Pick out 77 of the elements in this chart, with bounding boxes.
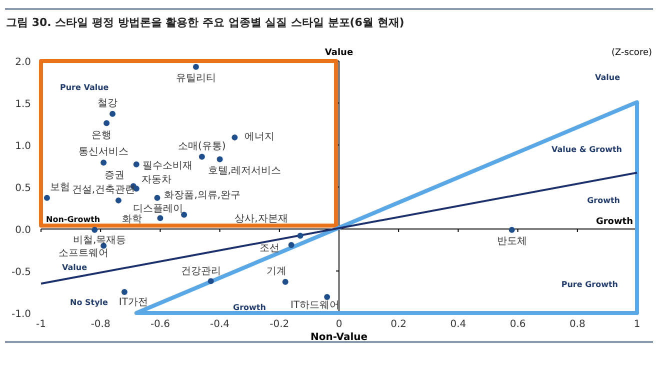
- annotation: Growth: [587, 196, 620, 205]
- x-tick-label: 0.2: [390, 319, 407, 330]
- annotation: 에너지: [244, 131, 275, 142]
- point: [216, 156, 223, 162]
- y-tick-label: 0.5: [15, 183, 31, 194]
- x-tick-label: -0.4: [210, 319, 230, 330]
- point: [44, 194, 50, 201]
- annotation: 철강: [98, 98, 118, 109]
- x-tick-label: 0.6: [510, 319, 526, 330]
- x-axis-title: Growth: [596, 217, 633, 227]
- annotation: 건설,건축관련: [72, 184, 136, 196]
- point: [208, 278, 214, 284]
- annotation: 디스플레이: [133, 204, 184, 215]
- point: [115, 197, 122, 204]
- point: [181, 212, 188, 218]
- annotation: 비철,목재등: [73, 234, 126, 246]
- annotation: IT하드웨어: [290, 300, 340, 312]
- annotation: 소프트웨어: [58, 248, 109, 259]
- x-tick-label: 0.8: [569, 319, 586, 330]
- chart-title: 그림 30. 스타일 평정 방법론을 활용한 주요 업종별 실질 스타일 분포(6월 현재): [6, 16, 404, 29]
- annotation: 기계: [266, 266, 286, 277]
- annotation: 증권: [104, 170, 124, 182]
- point: [92, 226, 98, 233]
- annotation: 자동차: [141, 174, 172, 186]
- annotation: Value: [594, 73, 621, 82]
- point: [110, 110, 116, 117]
- annotation: Pure Value: [60, 83, 110, 92]
- y-tick-label: -0.5: [11, 267, 31, 278]
- y-tick-label: 1.0: [15, 141, 31, 152]
- point: [232, 134, 238, 140]
- y-axis-title: Value: [324, 48, 354, 58]
- annotation: No Style: [70, 298, 109, 307]
- y-tick-label: -1.0: [11, 309, 31, 320]
- point: [297, 232, 304, 239]
- annotation: 필수소비재: [142, 160, 192, 172]
- text: Non-Value: [310, 332, 368, 343]
- annotation: 호텔,레저서비스: [208, 165, 281, 176]
- point: [198, 154, 205, 160]
- annotation: Growth: [233, 303, 266, 312]
- annotation: 화장품,의류,완구: [164, 190, 241, 201]
- y-tick-label: 2.0: [15, 57, 31, 68]
- x-tick-label: -0.2: [270, 319, 290, 330]
- annotation: IT가전: [118, 297, 148, 308]
- annotation: Non-Growth: [46, 215, 100, 224]
- annotation: 조선: [259, 242, 280, 254]
- point: [192, 64, 199, 70]
- point: [104, 120, 110, 126]
- x-tick-label: -0.6: [150, 319, 170, 330]
- annotation: 보험: [50, 182, 70, 193]
- annotation: 상사,자본재: [234, 214, 288, 225]
- annotation: 화학: [122, 214, 142, 226]
- annotation: 반도체: [496, 236, 527, 247]
- point: [324, 294, 330, 300]
- x-tick-label: 0: [336, 319, 342, 330]
- text: (Z-score): [612, 48, 652, 58]
- annotation: 건강관리: [180, 266, 221, 278]
- x-tick-label: 0.4: [450, 319, 466, 330]
- annotation: Value & Growth: [552, 145, 622, 154]
- point: [100, 160, 107, 166]
- point: [157, 215, 164, 222]
- x-tick-label: -1: [36, 319, 46, 330]
- x-tick-label: 1: [634, 319, 640, 330]
- point: [154, 194, 160, 201]
- point: [121, 289, 128, 295]
- annotation: Pure Growth: [561, 280, 618, 289]
- y-tick-label: 0.0: [15, 225, 31, 236]
- annotation: Value: [62, 263, 88, 272]
- point: [288, 242, 294, 248]
- point: [133, 161, 140, 168]
- annotation: 통신서비스: [78, 146, 129, 158]
- annotation: 은행: [92, 130, 112, 142]
- point: [508, 226, 515, 233]
- annotation: 소매(유통): [178, 140, 226, 152]
- annotation: 유틸리티: [176, 72, 216, 84]
- point: [282, 278, 288, 285]
- y-tick-label: 1.5: [15, 99, 31, 110]
- x-tick-label: -0.8: [90, 319, 110, 330]
